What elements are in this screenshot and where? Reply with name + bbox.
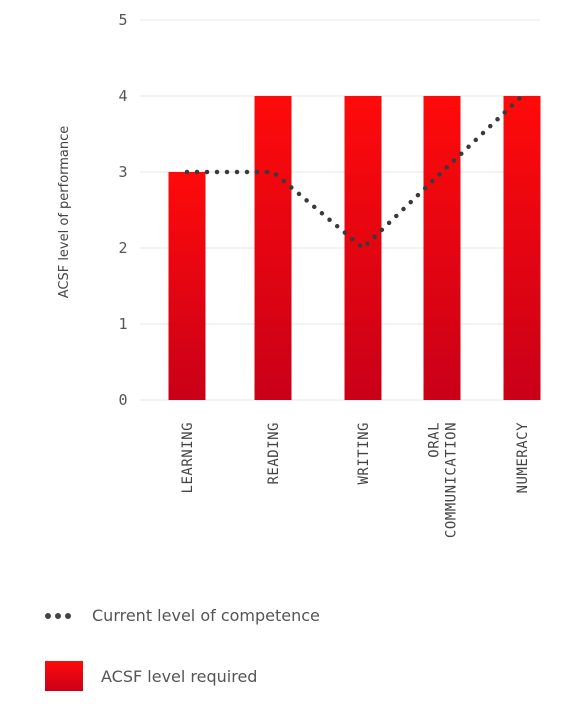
y-tick-label: 3 xyxy=(118,163,127,181)
bar-oral-communication xyxy=(423,96,461,400)
svg-text:WRITING: WRITING xyxy=(356,422,372,485)
y-tick-label: 0 xyxy=(118,391,127,409)
y-axis-label: ACSF level of performance xyxy=(57,126,72,299)
svg-text:READING: READING xyxy=(266,422,282,485)
bar-reading xyxy=(254,96,292,400)
y-tick-label: 5 xyxy=(118,11,127,29)
svg-text:ORAL: ORAL xyxy=(427,422,443,458)
svg-text:LEARNING: LEARNING xyxy=(180,422,196,493)
y-axis-ticks: 0 1 2 3 4 5 xyxy=(118,11,127,409)
svg-text:COMMUNICATION: COMMUNICATION xyxy=(444,422,460,538)
legend-bar-entry: ACSF level required xyxy=(45,661,257,691)
bar-numeracy xyxy=(503,96,541,400)
y-tick-label: 2 xyxy=(118,239,127,257)
x-category-label: WRITING xyxy=(356,422,372,485)
x-axis-categories: LEARNING READING WRITING ORAL COMMUNICATION N… xyxy=(180,422,531,538)
bars xyxy=(168,96,541,400)
legend-bar-label: ACSF level required xyxy=(101,666,258,686)
legend-line-entry: Current level of competence xyxy=(45,606,320,625)
competence-line xyxy=(184,93,525,252)
y-tick-label: 4 xyxy=(118,87,127,105)
dotted-line-icon xyxy=(45,612,92,619)
bar-swatch-icon xyxy=(45,661,83,691)
legend-line-label: Current level of competence xyxy=(92,606,320,625)
svg-text:NUMERACY: NUMERACY xyxy=(515,422,531,494)
x-category-label: ORAL COMMUNICATION xyxy=(427,422,460,538)
bar-writing xyxy=(344,96,382,400)
x-category-label: READING xyxy=(266,422,282,485)
bar-learning xyxy=(168,172,206,400)
x-category-label: NUMERACY xyxy=(515,422,531,494)
competence-dotted-line xyxy=(184,93,525,252)
y-tick-label: 1 xyxy=(118,315,127,333)
x-category-label: LEARNING xyxy=(180,422,196,493)
